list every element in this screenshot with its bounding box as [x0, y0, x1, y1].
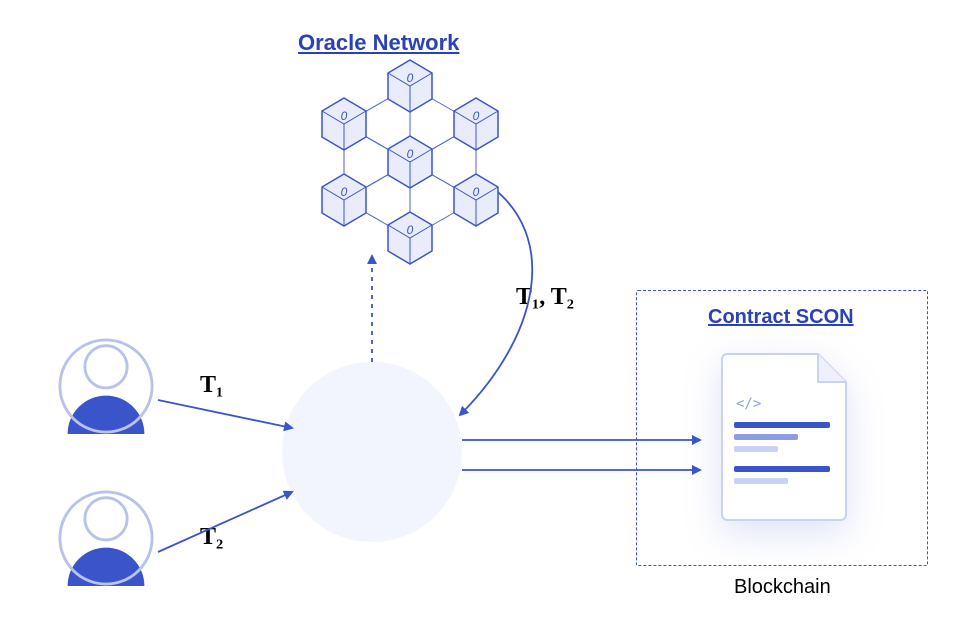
arrow-user1-mempool: [158, 400, 292, 428]
edge-label-t1: T₁: [200, 372, 223, 399]
hex-node-se: 0: [454, 174, 498, 226]
svg-text:</>: </>: [736, 396, 761, 412]
hex-node-nw: 0: [322, 98, 366, 150]
oracle-network-title: Oracle Network: [298, 30, 459, 56]
svg-text:0: 0: [341, 109, 348, 123]
hex-node-sw: 0: [322, 174, 366, 226]
hex-node-s: 0: [388, 212, 432, 264]
svg-text:0: 0: [407, 71, 414, 85]
svg-text:0: 0: [407, 223, 414, 237]
user-avatar-1: [58, 338, 154, 434]
document-icon: </>: [706, 346, 856, 526]
blockchain-label: Blockchain: [734, 576, 831, 599]
user-icon: [58, 490, 154, 586]
oracle-network-cluster: 0 0 0 0: [322, 60, 498, 264]
user-icon: [58, 338, 154, 434]
edge-label-t2: T₂: [200, 524, 223, 551]
user-avatar-2: [58, 490, 154, 586]
mempool-label: Mempool: [332, 444, 412, 465]
oracle-hexes: 0 0 0 0: [322, 60, 498, 264]
svg-text:0: 0: [341, 185, 348, 199]
svg-text:0: 0: [473, 185, 480, 199]
arrow-user2-mempool: [158, 492, 292, 552]
oracle-links: [344, 86, 476, 238]
edge-label-t1t2: T₁, T₂: [516, 284, 574, 311]
contract-document: </>: [706, 346, 856, 526]
svg-text:0: 0: [407, 147, 414, 161]
diagram-stage: Oracle Network Contract SCON Blockchain …: [0, 0, 972, 642]
svg-text:0: 0: [473, 109, 480, 123]
hex-node-n: 0: [388, 60, 432, 112]
hex-node-ne: 0: [454, 98, 498, 150]
hex-node-c: 0: [388, 136, 432, 188]
